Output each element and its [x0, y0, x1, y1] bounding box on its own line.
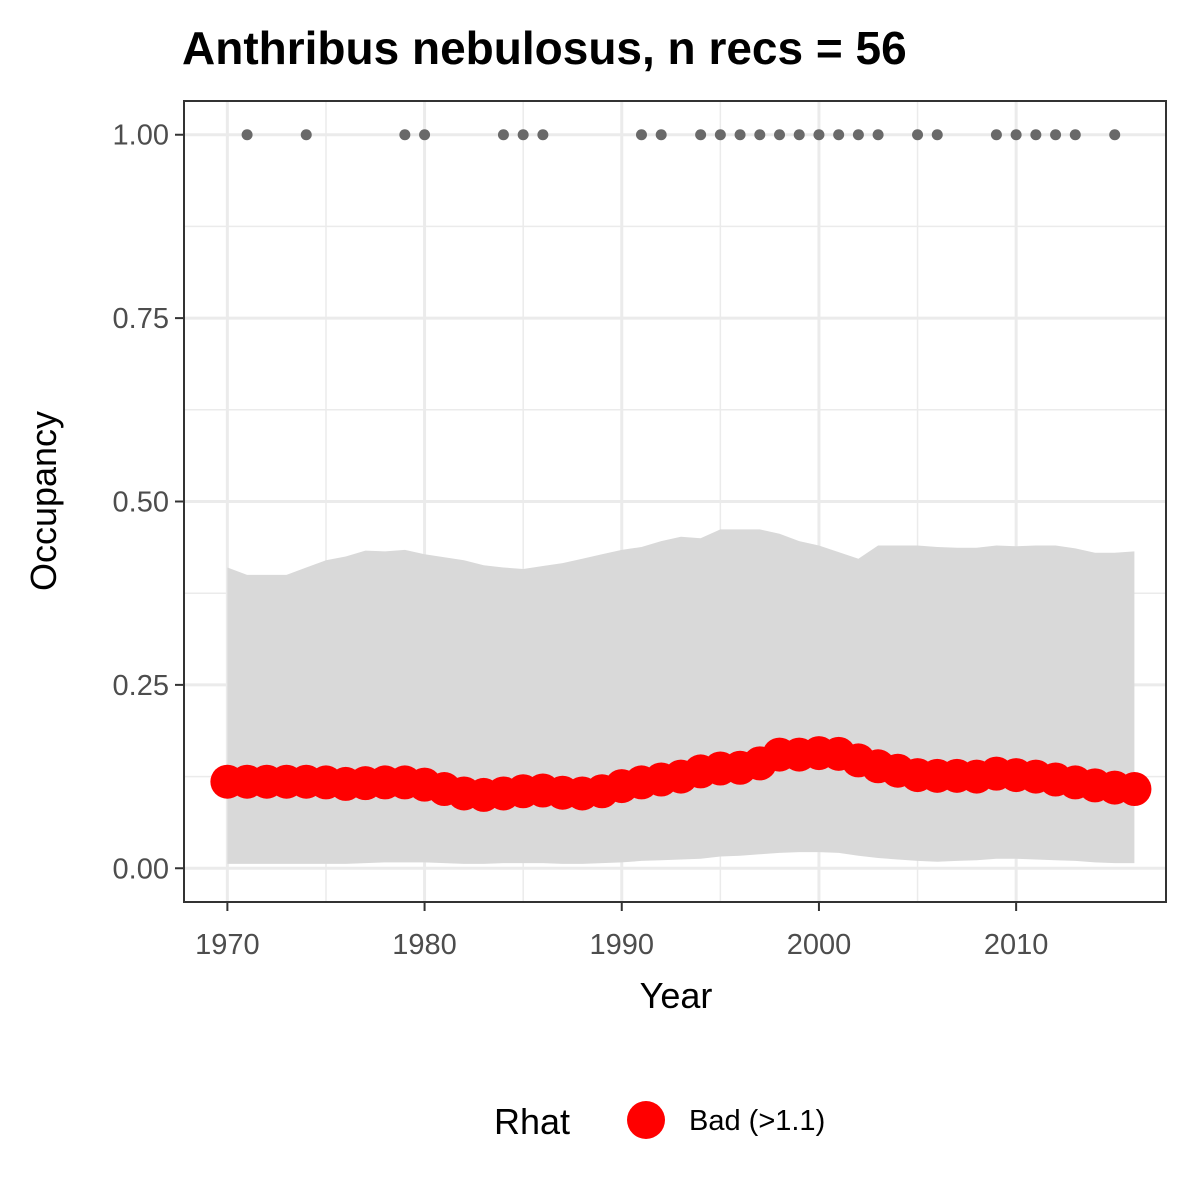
x-tick-label: 1990	[590, 929, 655, 961]
legend-key-bad	[627, 1101, 665, 1139]
y-axis-title: Occupancy	[23, 411, 64, 591]
chart-title: Anthribus nebulosus, n recs = 56	[182, 22, 907, 74]
legend: Rhat Bad (>1.1)	[494, 1101, 825, 1142]
x-tick-label: 1980	[392, 929, 457, 961]
record-point	[241, 129, 253, 141]
record-point	[419, 129, 431, 141]
record-point	[813, 129, 825, 141]
record-point	[655, 129, 667, 141]
record-point	[912, 129, 924, 141]
y-tick-label: 0.50	[113, 487, 169, 519]
record-point	[517, 129, 529, 141]
record-point	[931, 129, 943, 141]
record-point	[1050, 129, 1062, 141]
record-point	[1010, 129, 1022, 141]
x-tick-label: 1970	[195, 929, 260, 961]
record-point	[734, 129, 746, 141]
record-point	[1069, 129, 1081, 141]
y-tick-label: 1.00	[113, 120, 169, 152]
x-axis: 1970 1980 1990 2000 2010	[195, 902, 1048, 961]
record-point	[497, 129, 509, 141]
record-point	[774, 129, 786, 141]
x-tick-label: 2000	[787, 929, 852, 961]
credible-interval-ribbon	[227, 529, 1135, 864]
y-tick-label: 0.75	[113, 303, 169, 335]
record-point	[537, 129, 549, 141]
record-point	[714, 129, 726, 141]
record-points	[241, 129, 1121, 141]
record-point	[990, 129, 1002, 141]
x-axis-title: Year	[640, 975, 713, 1016]
plot-panel	[183, 100, 1167, 903]
occupancy-point	[1117, 772, 1152, 807]
record-point	[754, 129, 766, 141]
y-axis: 0.00 0.25 0.50 0.75 1.00	[113, 120, 184, 885]
record-point	[852, 129, 864, 141]
y-tick-label: 0.25	[113, 670, 169, 702]
record-point	[872, 129, 884, 141]
legend-label-bad: Bad (>1.1)	[689, 1105, 825, 1137]
record-point	[833, 129, 845, 141]
record-point	[1109, 129, 1121, 141]
occupancy-points	[210, 736, 1152, 812]
record-point	[793, 129, 805, 141]
y-tick-label: 0.00	[113, 853, 169, 885]
record-point	[399, 129, 411, 141]
record-point	[300, 129, 312, 141]
record-point	[635, 129, 647, 141]
record-point	[695, 129, 707, 141]
x-tick-label: 2010	[984, 929, 1049, 961]
record-point	[1030, 129, 1042, 141]
legend-title: Rhat	[494, 1101, 570, 1142]
